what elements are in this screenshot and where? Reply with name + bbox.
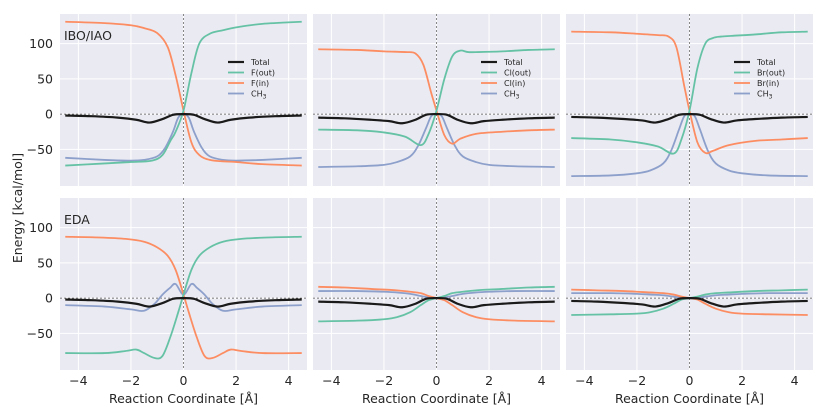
series-line-total	[65, 112, 302, 124]
x-tick-label: −2	[628, 373, 646, 388]
legend-label: CH3	[251, 90, 267, 101]
series-line-total	[318, 296, 555, 309]
legend: Total Cl(out)Cl(in) CH3	[481, 58, 531, 101]
panels: −50050100IBO/IAOTotalF(out)F(in)CH3Total…	[27, 14, 813, 388]
panel-ibo-Cl: Total Cl(out)Cl(in) CH3	[313, 14, 560, 186]
legend-label: Total	[756, 58, 776, 67]
x-tick-label: −4	[575, 373, 593, 388]
x-tick-label: −2	[122, 373, 140, 388]
panel-ibo-Br: Total Br(out)Br(in) CH3	[566, 14, 813, 186]
series-line-total	[571, 296, 808, 308]
y-tick-label: 100	[29, 220, 53, 235]
y-tick-label: −50	[27, 326, 53, 341]
legend: Total F(out)F(in) CH3	[228, 58, 275, 101]
subscript: 3	[516, 94, 520, 101]
panel-ibo-F: −50 0 50 100 IBO/IAO Total F(out)F(in) CH3	[27, 14, 307, 186]
series-line-total	[318, 112, 555, 125]
series-line-out	[65, 20, 302, 167]
legend-label: CH3	[504, 90, 520, 101]
y-tick-label: 50	[37, 71, 53, 86]
series-line-in	[65, 235, 302, 360]
panel-eda-Cl: −4 −2 0 2 4	[313, 198, 560, 388]
x-tick-label: 0	[180, 373, 188, 388]
x-tick-label: 4	[285, 373, 293, 388]
y-tick-label: 0	[45, 107, 53, 122]
panel-eda-Br: −4 −2 0 2 4	[566, 198, 813, 388]
legend-label: Total	[503, 58, 523, 67]
legend-label: Br(out)	[757, 69, 785, 78]
x-axis-label: Reaction Coordinate [Å]	[362, 391, 511, 406]
panel-row-label: EDA	[64, 212, 90, 227]
x-tick-label: −2	[375, 373, 393, 388]
x-axis-label: Reaction Coordinate [Å]	[615, 391, 764, 406]
series-line-total	[65, 296, 302, 308]
legend-label: F(out)	[251, 69, 275, 78]
x-axis-label: Reaction Coordinate [Å]	[109, 391, 258, 406]
panel-eda-F: −50 0 50 100 −4 −2 0 2 4 EDA	[27, 198, 307, 388]
subscript: 3	[263, 94, 267, 101]
x-axis-labels: Reaction Coordinate [Å] Reaction Coordina…	[109, 391, 764, 406]
legend: Total Br(out)Br(in) CH3	[734, 58, 785, 101]
y-tick-label: 100	[29, 36, 53, 51]
series-line-out	[65, 235, 302, 360]
legend-label: Cl(in)	[504, 79, 525, 88]
subscript: 3	[769, 94, 773, 101]
x-tick-label: 2	[485, 373, 493, 388]
x-tick-label: −4	[69, 373, 87, 388]
y-tick-label: 50	[37, 255, 53, 270]
x-tick-label: −4	[322, 373, 340, 388]
x-tick-label: 0	[686, 373, 694, 388]
legend-label: Cl(out)	[504, 69, 531, 78]
y-tick-label: −50	[27, 142, 53, 157]
legend-label: Br(in)	[757, 79, 779, 88]
legend-label: CH3	[757, 90, 773, 101]
legend-label: Total	[250, 58, 270, 67]
series-line-total	[571, 112, 808, 124]
panel-row-label: IBO/IAO	[64, 28, 112, 43]
x-tick-label: 2	[738, 373, 746, 388]
y-axis-label: Energy [kcal/mol]	[10, 153, 25, 263]
legend-label: F(in)	[251, 79, 269, 88]
series-line-out	[318, 48, 555, 147]
series-line-out	[571, 30, 808, 155]
x-tick-label: 2	[232, 373, 240, 388]
x-tick-label: 0	[433, 373, 441, 388]
y-tick-label: 0	[45, 291, 53, 306]
x-tick-label: 4	[538, 373, 546, 388]
x-tick-label: 4	[791, 373, 799, 388]
